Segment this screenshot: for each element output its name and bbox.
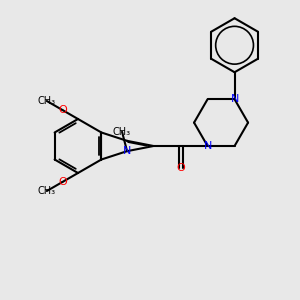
Text: CH₃: CH₃	[38, 186, 56, 196]
Text: O: O	[58, 177, 67, 187]
Text: O: O	[58, 105, 67, 115]
Text: N: N	[123, 146, 131, 156]
Text: N: N	[203, 141, 212, 151]
Text: O: O	[176, 163, 185, 173]
Text: CH₃: CH₃	[113, 127, 131, 137]
Text: CH₃: CH₃	[38, 96, 56, 106]
Text: N: N	[230, 94, 239, 104]
